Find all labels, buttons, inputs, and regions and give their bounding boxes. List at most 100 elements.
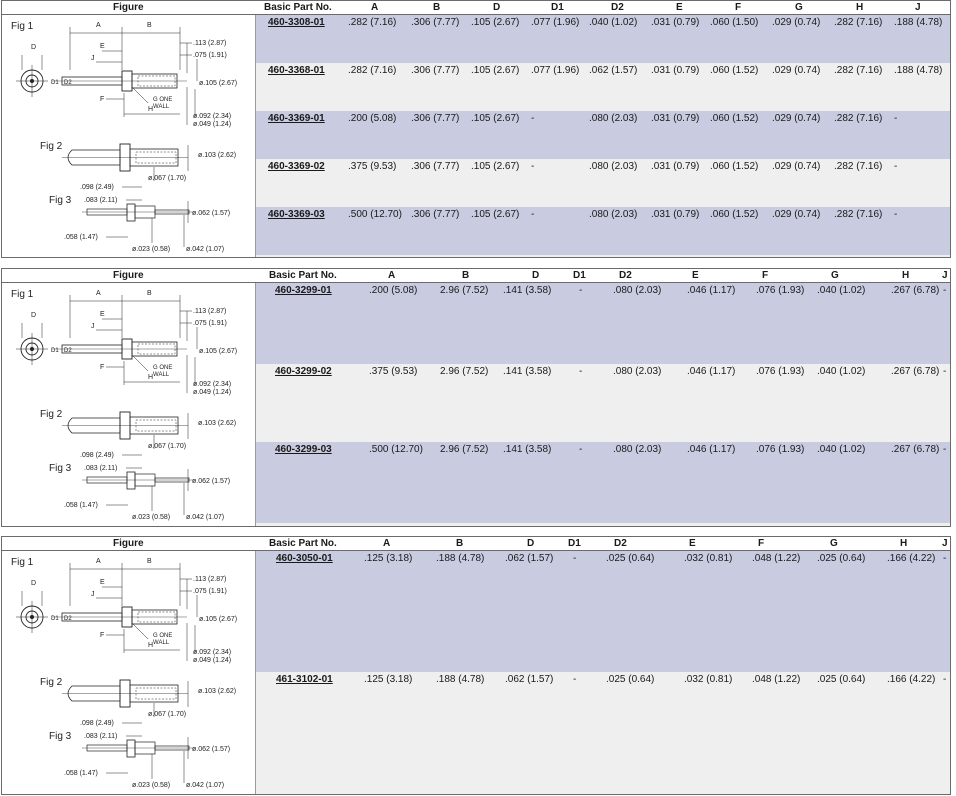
fig3-label: Fig 3 — [49, 463, 72, 474]
dim-D-label: D — [31, 580, 36, 587]
dim-D2-label: D2 — [64, 80, 72, 86]
dim-105-label: ø.105 (2.67) — [199, 348, 237, 355]
dim-D1-label: D1 — [51, 616, 59, 622]
dim-B-label: B — [147, 22, 152, 29]
dimension-value: - — [531, 113, 535, 124]
dimension-value: .046 (1.17) — [687, 285, 736, 296]
dimension-value: .076 (1.93) — [756, 366, 805, 377]
dim-083-label: .083 (2.11) — [84, 733, 117, 740]
dimension-value: .031 (0.79) — [651, 209, 700, 220]
fig1-label: Fig 1 — [11, 289, 34, 300]
dimension-value: .040 (1.02) — [817, 285, 866, 296]
dim-062-label: ø.062 (1.57) — [192, 210, 230, 217]
dimension-value: .080 (2.03) — [613, 444, 662, 455]
dimension-value: .282 (7.16) — [348, 17, 397, 28]
dimension-value: .306 (7.77) — [411, 161, 460, 172]
dim-D-label: D — [31, 312, 36, 319]
fig1-label: Fig 1 — [11, 21, 34, 32]
dimension-value: - — [579, 444, 583, 455]
dimension-value: .105 (2.67) — [471, 17, 520, 28]
dimension-value: .025 (0.64) — [817, 553, 866, 564]
dimension-value: .188 (4.78) — [436, 674, 485, 685]
header-col: D2 — [611, 2, 624, 13]
part-number-link[interactable]: 460-3369-01 — [268, 113, 325, 124]
part-number-link[interactable]: 460-3299-01 — [275, 285, 332, 296]
dim-103-label: ø.103 (2.62) — [198, 688, 236, 695]
dim-113-label: .113 (2.87) — [193, 40, 226, 47]
fig3-collar — [126, 739, 136, 758]
dim-D2-label: D2 — [64, 616, 72, 622]
header-col: G — [830, 538, 838, 549]
header-col: D1 — [573, 270, 586, 281]
g-one-label: G ONE — [153, 365, 172, 371]
dimension-value: .040 (1.02) — [589, 17, 638, 28]
dimension-value: .048 (1.22) — [752, 674, 801, 685]
dimension-value: - — [531, 209, 535, 220]
dim-H-label: H — [148, 106, 153, 113]
dimension-value: .029 (0.74) — [772, 113, 821, 124]
dimension-value: .062 (1.57) — [505, 553, 554, 564]
dimension-value: .080 (2.03) — [613, 285, 662, 296]
dim-D1-label: D1 — [51, 348, 59, 354]
fig1-label: Fig 1 — [11, 557, 34, 568]
table-row: 460-3299-01 .200 (5.08) 2.96 (7.52) .141 (3… — [256, 283, 950, 364]
part-number-link[interactable]: 460-3050-01 — [276, 553, 333, 564]
dimension-value: .062 (1.57) — [589, 65, 638, 76]
figure-panel: Fig 1 Fig 2 Fig 3 D D1 D2 A B E J .113 (2.87) .075 … — [2, 283, 256, 526]
header-col: F — [735, 2, 742, 13]
dimension-value: .032 (0.81) — [684, 674, 733, 685]
header-col: D2 — [619, 270, 632, 281]
table-header: Figure Basic Part No. A B D D1 D2 E F G … — [2, 1, 950, 15]
dimension-value: 2.96 (7.52) — [440, 444, 489, 455]
dim-062-label: ø.062 (1.57) — [192, 478, 230, 485]
fig3-label: Fig 3 — [49, 195, 72, 206]
part-number-link[interactable]: 460-3369-03 — [268, 209, 325, 220]
table-row: 461-3102-01 .125 (3.18) .188 (4.78) .062 (1… — [256, 672, 950, 794]
dim-113-label: .113 (2.87) — [193, 308, 226, 315]
part-number-link[interactable]: 460-3299-03 — [275, 444, 332, 455]
dimension-value: .046 (1.17) — [687, 444, 736, 455]
dim-E-label: E — [100, 311, 105, 318]
dim-D-label: D — [31, 44, 36, 51]
header-figure: Figure — [113, 538, 144, 549]
dim-092-label: ø.092 (2.34) — [193, 113, 231, 120]
dimension-value: .031 (0.79) — [651, 113, 700, 124]
table-row: 460-3369-03 .500 (12.70) .306 (7.77) .105 (… — [256, 207, 950, 255]
dim-D1-label: D1 — [51, 80, 59, 86]
dimension-value: .031 (0.79) — [651, 17, 700, 28]
dimension-value: .029 (0.74) — [772, 209, 821, 220]
dimension-value: .031 (0.79) — [651, 65, 700, 76]
dimension-value: .025 (0.64) — [606, 553, 655, 564]
part-number-link[interactable]: 460-3308-01 — [268, 17, 325, 28]
dim-103-label: ø.103 (2.62) — [198, 420, 236, 427]
dimension-value: .105 (2.67) — [471, 161, 520, 172]
dim-049-label: ø.049 (1.24) — [193, 121, 231, 128]
dimension-value: .141 (3.58) — [503, 285, 552, 296]
part-number-link[interactable]: 460-3368-01 — [268, 65, 325, 76]
part-number-link[interactable]: 460-3299-02 — [275, 366, 332, 377]
header-col: D1 — [551, 2, 564, 13]
dimension-value: .267 (6.78) — [891, 285, 940, 296]
dim-A-label: A — [96, 290, 101, 297]
header-col: G — [795, 2, 803, 13]
dimension-value: .048 (1.22) — [752, 553, 801, 564]
connector-drawing: Fig 1 Fig 2 Fig 3 D D1 D2 A B EJ .113 (2.87) .075 … — [11, 557, 237, 789]
table-header: Figure Basic Part No. A B D D1 D2 E F G … — [2, 537, 950, 551]
dimension-value: .500 (12.70) — [348, 209, 402, 220]
part-number-link[interactable]: 460-3369-02 — [268, 161, 325, 172]
dim-067-label: ø.067 (1.70) — [148, 443, 186, 450]
dimension-value: .060 (1.52) — [710, 113, 759, 124]
header-part-no: Basic Part No. — [264, 2, 332, 13]
header-col: D1 — [568, 538, 581, 549]
dim-F-label: F — [100, 632, 104, 639]
table-row: 460-3369-01 .200 (5.08) .306 (7.77) .105 (2… — [256, 111, 950, 159]
dimension-value: 2.96 (7.52) — [440, 366, 489, 377]
dim-098-label: .098 (2.49) — [80, 720, 114, 727]
dimension-value: .105 (2.67) — [471, 113, 520, 124]
dimension-value: .046 (1.17) — [687, 366, 736, 377]
part-number-link[interactable]: 461-3102-01 — [276, 674, 333, 685]
dim-058-label: .058 (1.47) — [64, 770, 98, 777]
dimension-value: .166 (4.22) — [887, 553, 936, 564]
dimension-value: .080 (2.03) — [613, 366, 662, 377]
fig2-pin — [67, 685, 121, 702]
